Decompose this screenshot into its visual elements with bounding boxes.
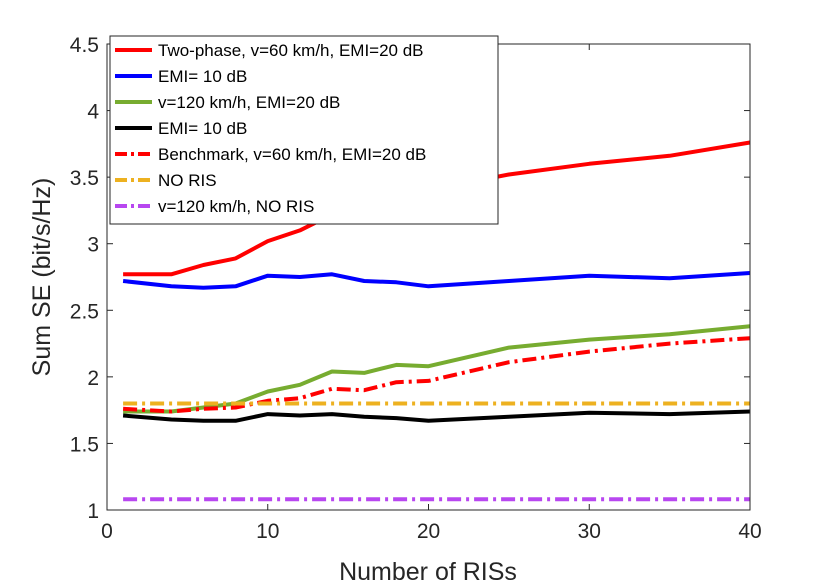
y-tick-label: 4 [87, 101, 99, 124]
legend-label-5: Benchmark, v=60 km/h, EMI=20 dB [158, 145, 426, 164]
legend-label-3: v=120 km/h, EMI=20 dB [158, 93, 340, 112]
legend: Two-phase, v=60 km/h, EMI=20 dB EMI= 10 d… [109, 35, 499, 225]
x-tick-label: 30 [578, 520, 601, 543]
legend-label-4: EMI= 10 dB [158, 119, 247, 138]
legend-label-6: NO RIS [158, 171, 217, 190]
legend-label-7: v=120 km/h, NO RIS [158, 197, 314, 216]
y-tick-label: 3.5 [70, 167, 99, 190]
x-tick-label: 0 [101, 520, 113, 543]
x-tick-label: 40 [738, 520, 761, 543]
x-tick-label: 10 [256, 520, 279, 543]
series-line-2 [122, 271, 751, 290]
series-line-4 [122, 409, 751, 423]
y-tick-label: 2 [87, 367, 99, 390]
ticks: 0 10 20 30 40 1 1.5 2 2.5 3 3.5 4 4.5 [70, 34, 762, 543]
x-tick-label: 20 [417, 520, 440, 543]
y-tick-label: 2.5 [70, 300, 99, 323]
y-axis-label: Sum SE (bit/s/Hz) [28, 178, 56, 377]
y-tick-label: 1.5 [70, 433, 99, 456]
series-line-5 [122, 336, 751, 414]
y-tick-label: 1 [87, 500, 99, 523]
legend-label-2: EMI= 10 dB [158, 67, 247, 86]
y-tick-label: 3 [87, 234, 99, 257]
x-axis-label: Number of RISs [339, 558, 517, 586]
legend-label-1: Two-phase, v=60 km/h, EMI=20 dB [158, 41, 424, 60]
y-tick-label: 4.5 [70, 34, 99, 57]
legend-box [109, 35, 499, 225]
series-lines [122, 140, 751, 502]
